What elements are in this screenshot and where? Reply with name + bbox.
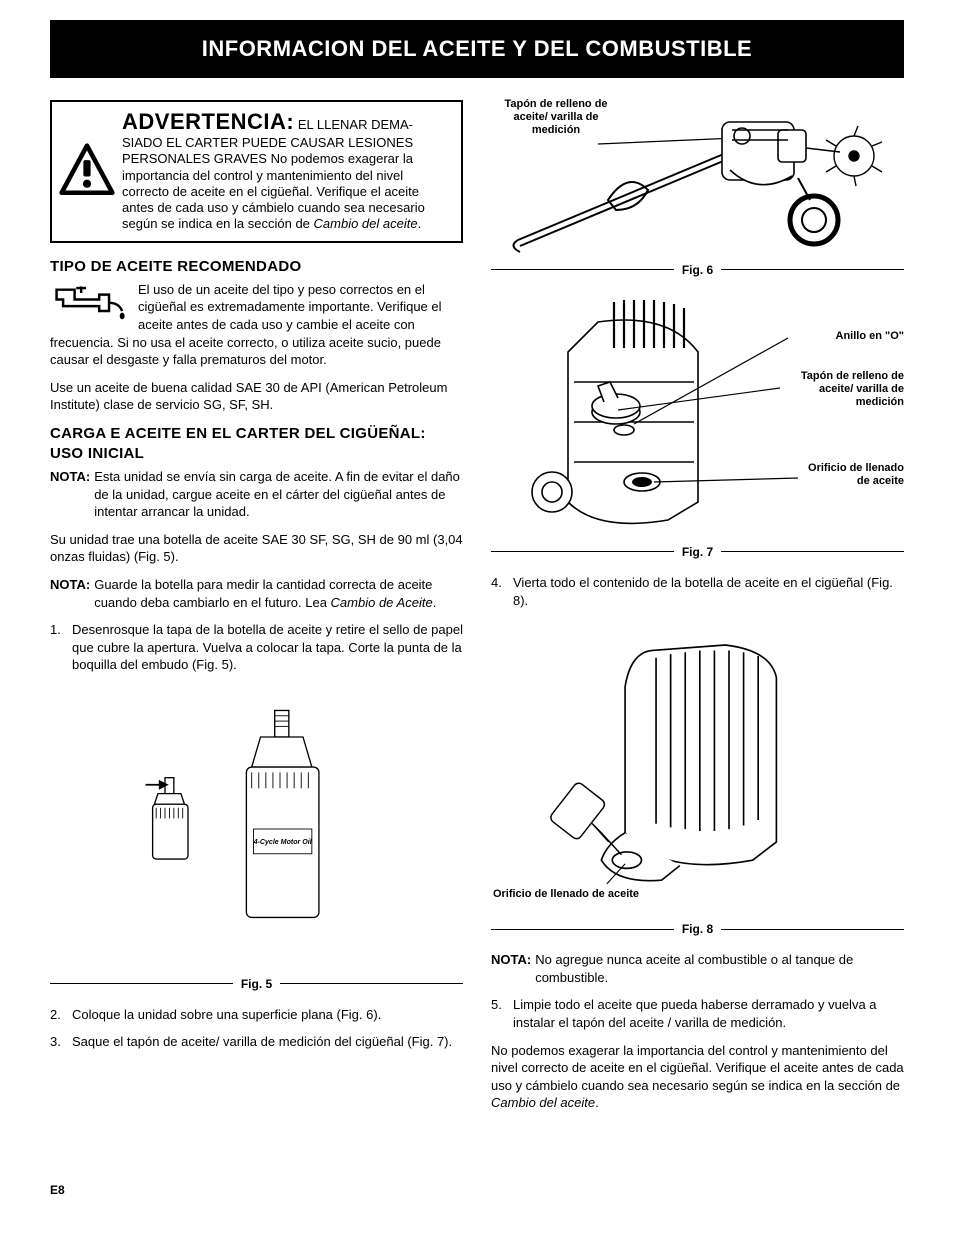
note2-text: Guarde la botella para medir la cantidad… bbox=[94, 576, 463, 611]
sec2-p1: Su unidad trae una botella de aceite SAE… bbox=[50, 531, 463, 566]
note1-label: NOTA: bbox=[50, 468, 90, 521]
heading-initial-fill: CARGA E ACEITE EN EL CARTER DEL CIGÜEÑAL… bbox=[50, 424, 463, 465]
page-title-bar: INFORMACION DEL ACEITE Y DEL COMBUSTIBLE bbox=[50, 20, 904, 78]
warning-body-italic: Cambio del aceite bbox=[314, 216, 418, 231]
sec1-p1-wrap: El uso de un aceite del tipo y peso corr… bbox=[50, 281, 463, 369]
warning-icon bbox=[52, 102, 122, 241]
fig8-caption: Fig. 8 bbox=[491, 921, 904, 937]
fig5-caption: Fig. 5 bbox=[50, 976, 463, 992]
final-paragraph: No podemos exagerar la importancia del c… bbox=[491, 1042, 904, 1112]
figure-6: Tapón de relleno de aceite/ varilla de m… bbox=[491, 100, 904, 278]
note2-row: NOTA: Guarde la botella para medir la ca… bbox=[50, 576, 463, 611]
steps-1: 1. Desenrosque la tapa de la botella de … bbox=[50, 621, 463, 674]
svg-text:4-Cycle Motor Oil: 4-Cycle Motor Oil bbox=[252, 839, 312, 846]
step-5: 5. Limpie todo el aceite que pueda haber… bbox=[491, 996, 904, 1031]
left-column: ADVERTENCIA: EL LLENAR DEMA- SIADO EL CA… bbox=[50, 100, 463, 1122]
steps-2-3: 2. Coloque la unidad sobre una superfici… bbox=[50, 1006, 463, 1051]
fig7-label-fill: Orificio de llenado de aceite bbox=[804, 462, 904, 488]
fig7-label-cap: Tapón de relleno de aceite/ varilla de m… bbox=[784, 370, 904, 410]
note1-row: NOTA: Esta unidad se envía sin carga de … bbox=[50, 468, 463, 521]
warning-body-start: EL LLENAR DEMA- bbox=[298, 117, 413, 132]
note3-label: NOTA: bbox=[491, 951, 531, 986]
fig6-image: Tapón de relleno de aceite/ varilla de m… bbox=[491, 100, 904, 260]
note1-text: Esta unidad se envía sin carga de aceite… bbox=[94, 468, 463, 521]
step-1: 1. Desenrosque la tapa de la botella de … bbox=[50, 621, 463, 674]
warning-text: ADVERTENCIA: EL LLENAR DEMA- SIADO EL CA… bbox=[122, 102, 461, 241]
figure-5: 4-Cycle Motor Oil Fig. 5 bbox=[50, 684, 463, 992]
page-title: INFORMACION DEL ACEITE Y DEL COMBUSTIBLE bbox=[202, 36, 752, 61]
fig5-image: 4-Cycle Motor Oil bbox=[50, 684, 463, 974]
step-5-wrap: 5. Limpie todo el aceite que pueda haber… bbox=[491, 996, 904, 1031]
oil-can-icon bbox=[50, 283, 132, 321]
content-columns: ADVERTENCIA: EL LLENAR DEMA- SIADO EL CA… bbox=[50, 100, 904, 1122]
warning-body-end: . bbox=[418, 216, 422, 231]
fig7-label-oring: Anillo en "O" bbox=[794, 330, 904, 343]
sec1-p2: Use un aceite de buena calidad SAE 30 de… bbox=[50, 379, 463, 414]
fig8-image: Orificio de llenado de aceite bbox=[491, 619, 904, 919]
note2-label: NOTA: bbox=[50, 576, 90, 611]
step-2: 2. Coloque la unidad sobre una superfici… bbox=[50, 1006, 463, 1024]
fig6-caption: Fig. 6 bbox=[491, 262, 904, 278]
right-column: Tapón de relleno de aceite/ varilla de m… bbox=[491, 100, 904, 1122]
step-4: 4. Vierta todo el contenido de la botell… bbox=[491, 574, 904, 609]
note3-text: No agregue nunca aceite al combustible o… bbox=[535, 951, 904, 986]
fig7-caption: Fig. 7 bbox=[491, 544, 904, 560]
step-4-wrap: 4. Vierta todo el contenido de la botell… bbox=[491, 574, 904, 609]
step-3: 3. Saque el tapón de aceite/ varilla de … bbox=[50, 1033, 463, 1051]
fig8-label-fill: Orificio de llenado de aceite bbox=[491, 888, 641, 901]
note3-row: NOTA: No agregue nunca aceite al combust… bbox=[491, 951, 904, 986]
fig7-image: Anillo en "O" Tapón de relleno de aceite… bbox=[491, 292, 904, 542]
page-number: E8 bbox=[50, 1182, 904, 1198]
figure-7: Anillo en "O" Tapón de relleno de aceite… bbox=[491, 292, 904, 560]
warning-box: ADVERTENCIA: EL LLENAR DEMA- SIADO EL CA… bbox=[50, 100, 463, 243]
warning-lead: ADVERTENCIA: bbox=[122, 109, 294, 134]
heading-oil-type: TIPO DE ACEITE RECOMENDADO bbox=[50, 257, 463, 277]
fig6-label-cap: Tapón de relleno de aceite/ varilla de m… bbox=[491, 98, 621, 138]
figure-8: Orificio de llenado de aceite bbox=[491, 619, 904, 937]
